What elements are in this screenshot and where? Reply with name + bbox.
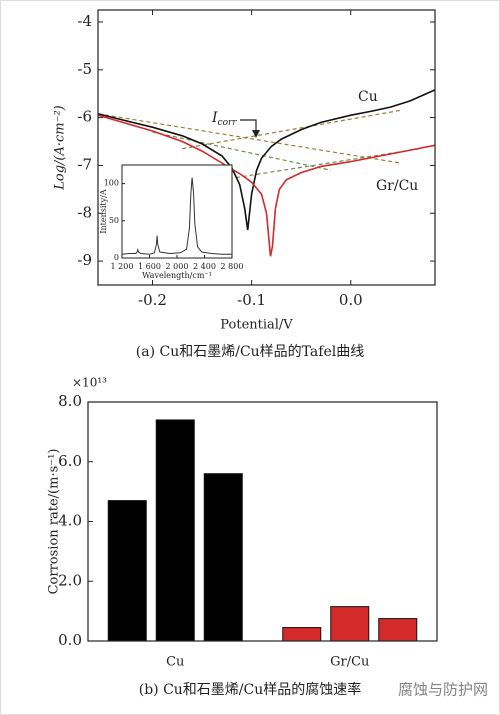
y-tick-label: -7 bbox=[77, 155, 92, 173]
inset-frame bbox=[121, 164, 233, 259]
tangent-line bbox=[152, 131, 332, 171]
frame bbox=[97, 9, 436, 286]
tangent-line bbox=[98, 113, 401, 164]
tangent-line bbox=[221, 148, 421, 181]
y-axis-label: Corrosion rate/(m·s⁻¹) bbox=[47, 449, 62, 595]
bar bbox=[155, 419, 195, 642]
inset-x-tick-label: 2 000 bbox=[166, 262, 189, 271]
bar bbox=[330, 606, 370, 642]
frame bbox=[87, 401, 438, 642]
inset-spectrum bbox=[121, 177, 232, 255]
annotation-subscript: corr bbox=[218, 118, 238, 128]
annotation-symbol: I bbox=[211, 110, 218, 126]
arrow-head bbox=[252, 130, 260, 138]
inset-y-tick-label: 50 bbox=[109, 216, 119, 225]
y-tick-label: -9 bbox=[77, 251, 92, 269]
annotation-arrow bbox=[240, 119, 257, 134]
bar bbox=[107, 500, 147, 642]
series-label: Cu bbox=[358, 89, 378, 105]
tangent-line bbox=[182, 109, 401, 150]
x-tick-label: Gr/Cu bbox=[330, 655, 369, 670]
y-tick-label: -5 bbox=[77, 60, 92, 78]
y-tick-label: 4.0 bbox=[58, 512, 82, 530]
multiplier: ×10¹³ bbox=[72, 376, 107, 390]
y-tick-label: -8 bbox=[77, 203, 92, 221]
y-axis-label: Log/(A·cm⁻²) bbox=[53, 105, 68, 191]
inset-x-label: Wavelength/cm⁻¹ bbox=[142, 271, 212, 280]
y-tick-label: -6 bbox=[77, 108, 92, 126]
y-tick-label: -4 bbox=[77, 12, 92, 30]
annotation: Icorr bbox=[211, 110, 237, 128]
x-axis-label: Potential/V bbox=[220, 318, 293, 333]
inset-y-tick-label: 100 bbox=[104, 179, 119, 188]
x-tick-label: 0.0 bbox=[339, 291, 363, 309]
bar bbox=[203, 473, 243, 642]
curve bbox=[98, 89, 435, 231]
inset-y-tick-label: 0 bbox=[114, 253, 119, 262]
caption: (a) Cu和石墨烯/Cu样品的Tafel曲线 bbox=[136, 344, 364, 360]
series-label: Gr/Cu bbox=[376, 178, 418, 194]
inset-x-tick-label: 1 200 bbox=[111, 262, 134, 271]
bar bbox=[378, 618, 418, 642]
y-tick-label: 8.0 bbox=[58, 392, 82, 410]
x-tick-label: -0.2 bbox=[138, 291, 167, 309]
inset-x-tick-label: 2 400 bbox=[193, 262, 216, 271]
y-tick-label: 6.0 bbox=[58, 452, 82, 470]
watermark: 腐蚀与防护网 bbox=[398, 681, 488, 699]
inset-y-label: Intensity/A bbox=[99, 189, 108, 234]
curve bbox=[98, 114, 435, 257]
inset-x-tick-label: 2 800 bbox=[221, 262, 244, 271]
y-tick-label: 2.0 bbox=[58, 571, 82, 589]
caption: (b) Cu和石墨烯/Cu样品的腐蚀速率 bbox=[139, 681, 362, 698]
bar bbox=[282, 627, 322, 642]
x-tick-label: Cu bbox=[166, 655, 184, 670]
y-tick-label: 0.0 bbox=[58, 631, 82, 649]
inset-x-tick-label: 1 600 bbox=[138, 262, 161, 271]
x-tick-label: -0.1 bbox=[237, 291, 266, 309]
